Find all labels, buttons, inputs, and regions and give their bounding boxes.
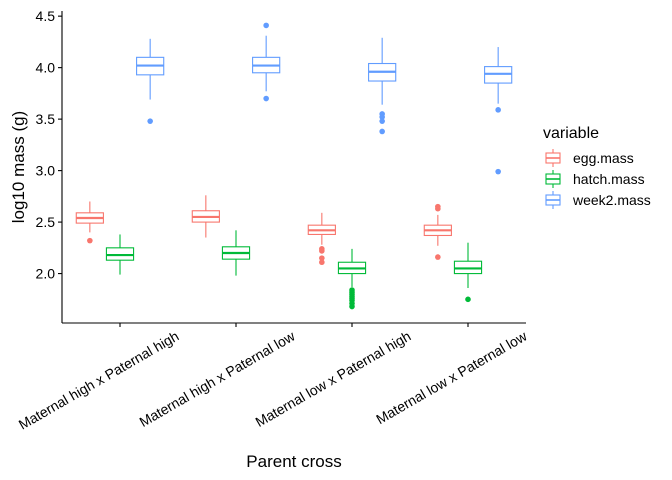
outlier-point <box>87 237 93 244</box>
outlier-point <box>379 128 385 135</box>
outlier-point <box>319 255 325 261</box>
legend-label: hatch.mass <box>573 171 645 187</box>
egg.mass-box-1 <box>75 201 104 244</box>
hatch.mass-box-3 <box>337 248 367 310</box>
hatch.mass-box-1 <box>105 234 135 275</box>
outlier-point <box>319 259 325 266</box>
legend-item-egg.mass: egg.mass <box>543 148 634 168</box>
week2.mass-box-3 <box>368 37 397 135</box>
legend-label: egg.mass <box>573 150 634 166</box>
outlier-point <box>349 303 355 310</box>
outlier-point <box>263 95 269 102</box>
hatch.mass-box-4 <box>453 242 483 303</box>
y-tick-label: 4.0 <box>36 60 56 76</box>
legend-label: week2.mass <box>572 192 651 208</box>
week2.mass-box-1 <box>136 38 165 124</box>
outlier-point <box>435 205 441 212</box>
y-tick-label: 2.0 <box>36 266 56 282</box>
outlier-point <box>379 114 385 120</box>
outlier-point <box>319 248 325 254</box>
outlier-point <box>435 254 441 260</box>
outlier-point <box>495 168 501 175</box>
hatch.mass-box-2 <box>221 230 251 276</box>
egg.mass-box-3 <box>307 212 336 266</box>
y-axis-title: log10 mass (g) <box>9 111 28 223</box>
y-tick-label: 4.5 <box>36 8 56 24</box>
legend-item-hatch.mass: hatch.mass <box>543 169 645 189</box>
y-axis-ticks: 2.0 2.5 3.0 3.5 4.0 4.5 <box>36 8 62 282</box>
legend-item-week2.mass: week2.mass <box>543 190 651 210</box>
egg.mass-box-4 <box>423 203 452 260</box>
week2.mass-box-4 <box>484 47 513 175</box>
outlier-point <box>495 107 501 113</box>
legend: variable egg.mass hatch.mass week2.mass <box>543 125 651 210</box>
outlier-point <box>379 118 385 124</box>
outlier-point <box>147 118 153 124</box>
legend-title: variable <box>543 125 599 142</box>
outlier-point <box>465 296 471 303</box>
plot-area <box>75 22 513 310</box>
outlier-point <box>263 22 269 29</box>
legend-items: egg.mass hatch.mass week2.mass <box>543 148 651 210</box>
y-tick-label: 3.5 <box>36 111 56 127</box>
y-tick-label: 3.0 <box>36 163 56 179</box>
x-axis-title: Parent cross <box>246 452 341 471</box>
y-tick-label: 2.5 <box>36 214 56 230</box>
egg.mass-box-2 <box>191 195 220 238</box>
week2.mass-box-2 <box>252 22 281 102</box>
